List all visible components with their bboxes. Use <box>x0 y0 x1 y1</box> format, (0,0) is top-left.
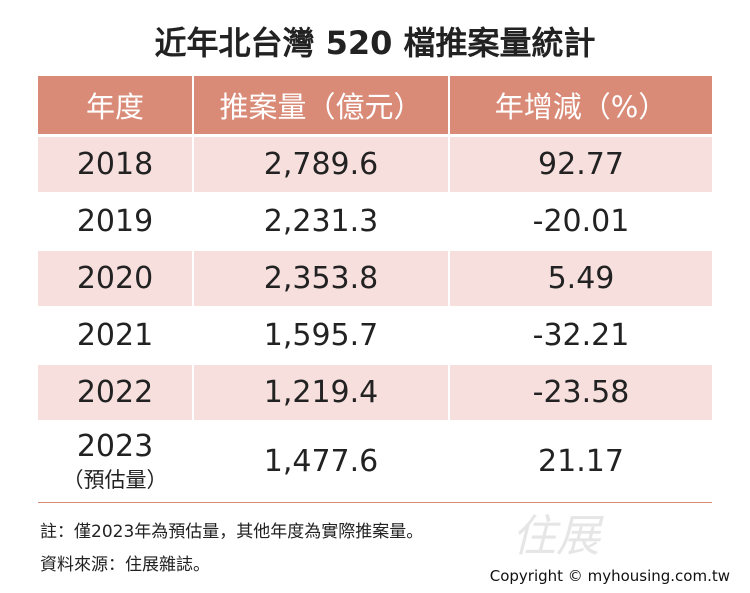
cell-text: 2,231.3 <box>263 204 379 239</box>
table-cell: 2022 <box>38 365 192 420</box>
table-cell: 1,477.6 <box>194 422 448 500</box>
table-cell: 1,219.4 <box>194 365 448 420</box>
header-cell: 年增減（%） <box>450 76 712 134</box>
header-cell: 推案量（億元） <box>194 76 448 134</box>
cell-text: -23.58 <box>532 375 630 410</box>
table-cell: 2021 <box>38 308 192 363</box>
table-cell: -32.21 <box>450 308 712 363</box>
table-cell: -20.01 <box>450 194 712 249</box>
note: 註：僅2023年為預估量，其他年度為實際推案量。 <box>40 522 424 542</box>
source: 資料來源：住展雜誌。 <box>40 555 210 575</box>
cell-text: 21.17 <box>538 443 624 479</box>
title: 近年北台灣 520 檔推案量統計 <box>154 24 596 62</box>
table-cell: 2,789.6 <box>194 137 448 192</box>
cell-text: 2023 <box>76 428 154 464</box>
cell-text: 1,477.6 <box>263 443 379 479</box>
cell-text: -32.21 <box>532 318 630 353</box>
cell-text: 2019 <box>76 204 154 239</box>
cell-text: 2021 <box>76 318 154 353</box>
copyright: Copyright © myhousing.com.tw <box>483 564 736 588</box>
table-cell: 1,595.7 <box>194 308 448 363</box>
cell-text: 5.49 <box>547 261 615 296</box>
cell-text: 2018 <box>76 147 154 182</box>
cell-text: （預估量） <box>62 467 168 492</box>
cell-text: 1,219.4 <box>263 375 379 410</box>
cell-text: 2,353.8 <box>263 261 379 296</box>
table-cell: 2018 <box>38 137 192 192</box>
cell-text: 2,789.6 <box>263 147 379 182</box>
table-cell: 2,353.8 <box>194 251 448 306</box>
cell-text: 2022 <box>76 375 154 410</box>
table-cell: 2023 （預估量） <box>38 422 192 500</box>
table-cell: 5.49 <box>450 251 712 306</box>
cell-text: 2020 <box>76 261 154 296</box>
cell-text: 年增減（%） <box>494 90 668 124</box>
table-bottom <box>38 502 712 503</box>
cell-text: -20.01 <box>532 204 630 239</box>
cell-text: 年度 <box>85 90 144 124</box>
table-cell: -23.58 <box>450 365 712 420</box>
table-cell: 92.77 <box>450 137 712 192</box>
cell-text: 推案量（億元） <box>219 90 423 124</box>
table-cell: 21.17 <box>450 422 712 500</box>
cell-text: 1,595.7 <box>263 318 379 353</box>
cell-text: 92.77 <box>538 147 624 182</box>
watermark: 住展 <box>512 511 600 562</box>
header-cell: 年度 <box>38 76 192 134</box>
table-cell: 2019 <box>38 194 192 249</box>
table-cell: 2,231.3 <box>194 194 448 249</box>
table-cell: 2020 <box>38 251 192 306</box>
